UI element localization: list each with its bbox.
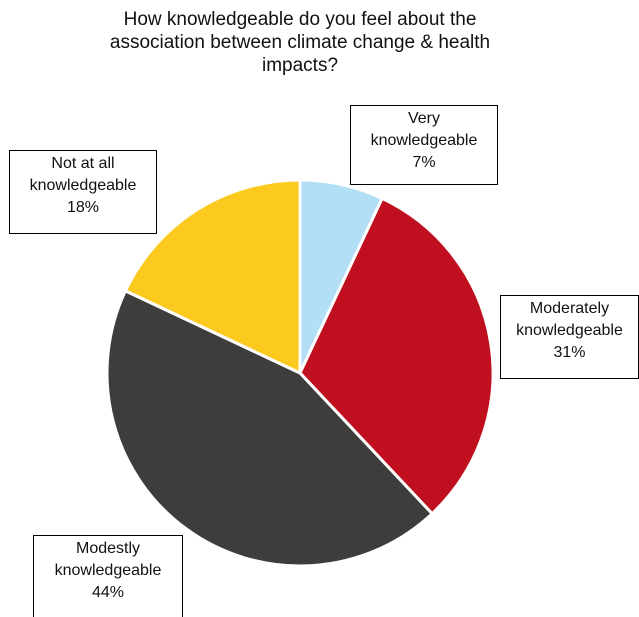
chart-title: How knowledgeable do you feel about the … xyxy=(60,8,540,77)
chart-title-line-2: association between climate change & hea… xyxy=(109,32,491,53)
slice-label-modestly-line-2: knowledgeable xyxy=(54,562,162,579)
slice-label-not-at-all-line-1: Not at all xyxy=(51,155,115,172)
slice-label-modestly-knowledgeable: Modestly knowledgeable 44% xyxy=(33,535,183,617)
slice-label-modestly-line-1: Modestly xyxy=(75,540,141,557)
slice-label-not-at-all-line-2: knowledgeable xyxy=(29,177,137,194)
pie-slice-not-at-all xyxy=(123,178,302,375)
slice-label-moderately-knowledgeable: Moderately knowledgeable 31% xyxy=(500,295,639,379)
slice-label-moderately-line-1: Moderately xyxy=(529,300,610,317)
pie-slice-modestly xyxy=(105,289,434,568)
pie-slice-moderately xyxy=(298,196,495,516)
chart-title-line-1: How knowledgeable do you feel about the xyxy=(123,9,477,30)
slice-label-modestly-value: 44% xyxy=(91,584,125,601)
slice-label-very-value: 7% xyxy=(412,154,436,171)
slice-label-moderately-value: 31% xyxy=(553,344,586,361)
slice-label-very-knowledgeable: Very knowledgeable 7% xyxy=(350,105,498,185)
slice-label-not-at-all-knowledgeable: Not at all knowledgeable 18% xyxy=(9,150,157,234)
slice-label-very-line-2: knowledgeable xyxy=(370,132,478,149)
slice-label-moderately-line-2: knowledgeable xyxy=(516,322,623,339)
chart-title-line-3: impacts? xyxy=(261,55,339,76)
slice-label-not-at-all-value: 18% xyxy=(66,199,100,216)
slice-label-very-line-1: Very xyxy=(407,110,440,127)
